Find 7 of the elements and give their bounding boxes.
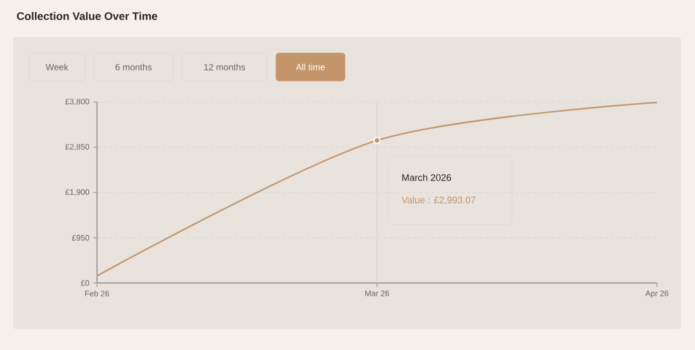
annotation: March 2026 <box>402 174 452 181</box>
text: 6 months <box>116 64 152 70</box>
annotation: Value : £2,993.07 <box>402 196 476 204</box>
text: 12 months <box>204 64 246 70</box>
text: Week <box>46 64 68 70</box>
text: All time <box>296 64 325 70</box>
chart-title: Collection Value Over Time <box>16 12 158 20</box>
